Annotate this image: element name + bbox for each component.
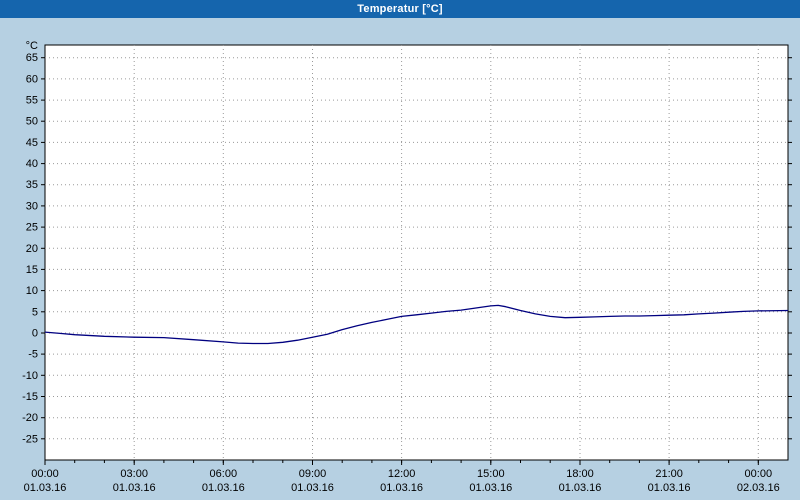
svg-text:00:00: 00:00	[31, 468, 59, 480]
svg-text:60: 60	[26, 73, 38, 85]
svg-text:01.03.16: 01.03.16	[469, 482, 512, 494]
svg-text:00:00: 00:00	[745, 468, 773, 480]
svg-text:30: 30	[26, 200, 38, 212]
svg-text:01.03.16: 01.03.16	[380, 482, 423, 494]
svg-text:-15: -15	[22, 391, 38, 403]
svg-text:35: 35	[26, 179, 38, 191]
svg-text:40: 40	[26, 158, 38, 170]
svg-text:-5: -5	[28, 349, 38, 361]
svg-text:25: 25	[26, 222, 38, 234]
svg-text:03:00: 03:00	[120, 468, 148, 480]
svg-text:15:00: 15:00	[477, 468, 505, 480]
svg-text:06:00: 06:00	[210, 468, 238, 480]
window-title: Temperatur [°C]	[357, 3, 443, 15]
svg-text:01.03.16: 01.03.16	[648, 482, 691, 494]
svg-text:01.03.16: 01.03.16	[24, 482, 67, 494]
svg-text:0: 0	[32, 328, 38, 340]
svg-text:55: 55	[26, 95, 38, 107]
svg-text:12:00: 12:00	[388, 468, 416, 480]
svg-text:-25: -25	[22, 433, 38, 445]
svg-text:01.03.16: 01.03.16	[559, 482, 602, 494]
svg-text:50: 50	[26, 116, 38, 128]
svg-text:5: 5	[32, 306, 38, 318]
svg-text:20: 20	[26, 243, 38, 255]
window-title-bar: Temperatur [°C]	[0, 0, 800, 18]
temperature-chart: 65 60 55 50 45 40 35 30 25 20 15 10 5 0 -5 -10 -15 -20 -25…	[0, 18, 800, 500]
svg-text:01.03.16: 01.03.16	[113, 482, 156, 494]
svg-text:45: 45	[26, 137, 38, 149]
svg-text:18:00: 18:00	[566, 468, 594, 480]
svg-text:02.03.16: 02.03.16	[737, 482, 780, 494]
svg-text:65: 65	[26, 52, 38, 64]
svg-text:09:00: 09:00	[299, 468, 327, 480]
svg-text:01.03.16: 01.03.16	[202, 482, 245, 494]
svg-text:-10: -10	[22, 370, 38, 382]
svg-text:15: 15	[26, 264, 38, 276]
chart-canvas: 65605550454035302520151050-5-10-15-20-25…	[22, 40, 792, 494]
svg-text:-20: -20	[22, 412, 38, 424]
svg-text:10: 10	[26, 285, 38, 297]
svg-text:01.03.16: 01.03.16	[291, 482, 334, 494]
svg-text:°C: °C	[26, 40, 38, 52]
svg-text:21:00: 21:00	[655, 468, 683, 480]
